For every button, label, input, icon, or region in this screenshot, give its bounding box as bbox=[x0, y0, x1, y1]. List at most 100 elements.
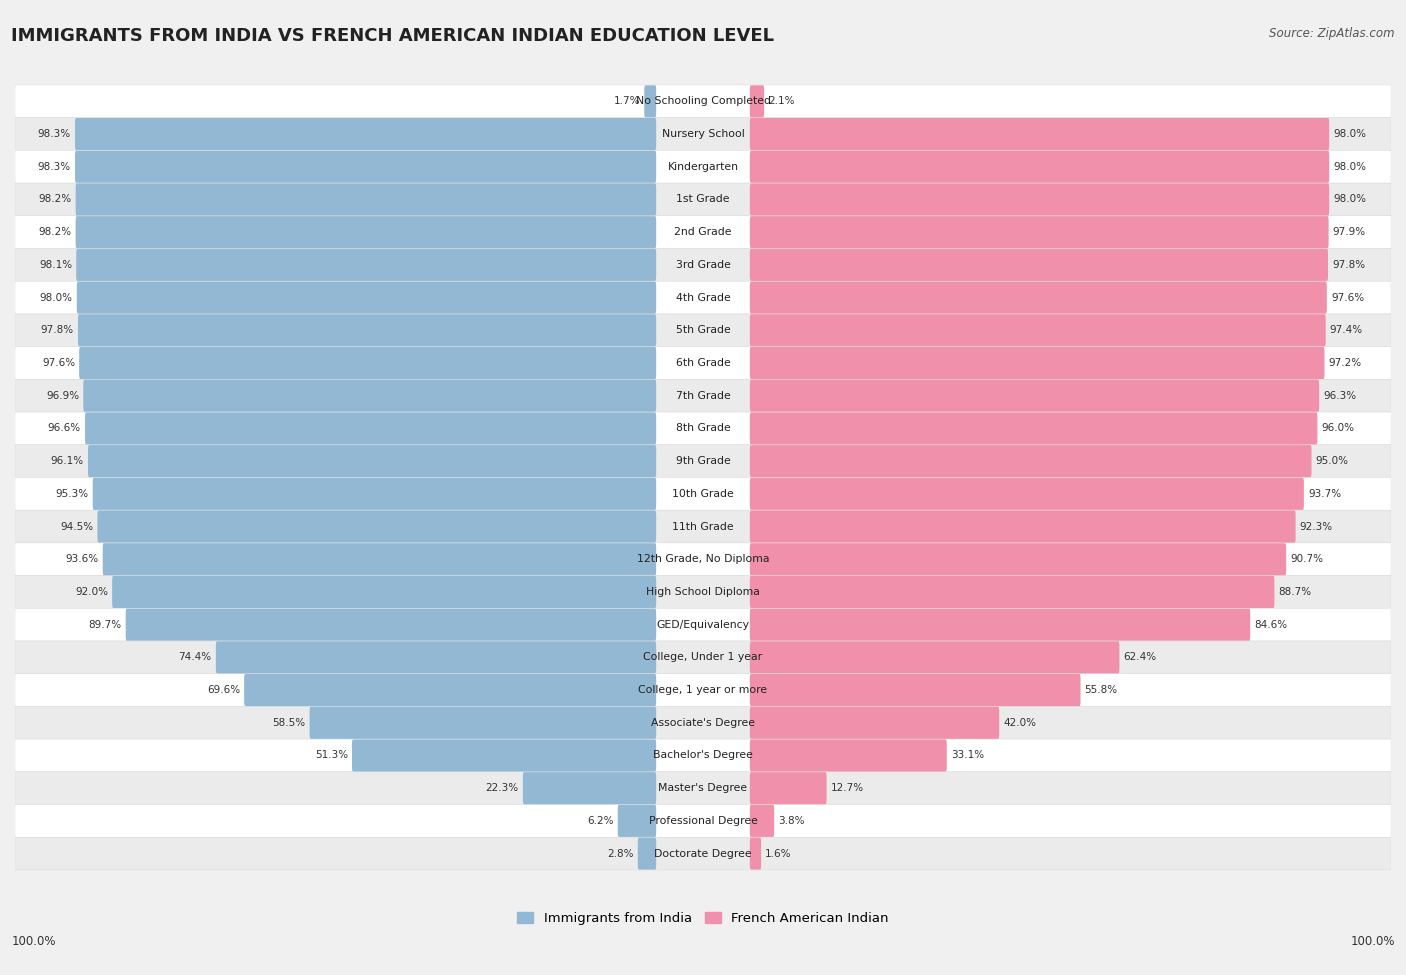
FancyBboxPatch shape bbox=[749, 151, 1329, 182]
FancyBboxPatch shape bbox=[15, 215, 1391, 249]
Text: 97.4%: 97.4% bbox=[1330, 326, 1362, 335]
FancyBboxPatch shape bbox=[749, 608, 1250, 641]
Text: 98.3%: 98.3% bbox=[38, 162, 70, 172]
FancyBboxPatch shape bbox=[749, 282, 1327, 314]
FancyBboxPatch shape bbox=[15, 379, 1391, 412]
Text: 95.3%: 95.3% bbox=[55, 488, 89, 499]
FancyBboxPatch shape bbox=[79, 347, 657, 379]
FancyBboxPatch shape bbox=[245, 674, 657, 706]
Text: 1st Grade: 1st Grade bbox=[676, 194, 730, 205]
Text: 88.7%: 88.7% bbox=[1278, 587, 1312, 597]
FancyBboxPatch shape bbox=[749, 511, 1295, 542]
Text: 98.0%: 98.0% bbox=[1333, 129, 1367, 139]
Text: 74.4%: 74.4% bbox=[179, 652, 212, 662]
Text: 12th Grade, No Diploma: 12th Grade, No Diploma bbox=[637, 554, 769, 565]
Text: 98.3%: 98.3% bbox=[38, 129, 70, 139]
FancyBboxPatch shape bbox=[749, 543, 1286, 575]
Text: 22.3%: 22.3% bbox=[485, 783, 519, 794]
FancyBboxPatch shape bbox=[76, 183, 657, 215]
FancyBboxPatch shape bbox=[309, 707, 657, 739]
Text: 1.6%: 1.6% bbox=[765, 848, 792, 859]
FancyBboxPatch shape bbox=[77, 282, 657, 314]
FancyBboxPatch shape bbox=[103, 543, 657, 575]
FancyBboxPatch shape bbox=[15, 314, 1391, 347]
FancyBboxPatch shape bbox=[749, 118, 1329, 150]
Text: 93.7%: 93.7% bbox=[1308, 488, 1341, 499]
FancyBboxPatch shape bbox=[749, 347, 1324, 379]
Text: 96.9%: 96.9% bbox=[46, 391, 79, 401]
FancyBboxPatch shape bbox=[638, 838, 657, 870]
FancyBboxPatch shape bbox=[749, 183, 1329, 215]
FancyBboxPatch shape bbox=[749, 838, 761, 870]
Text: 3.8%: 3.8% bbox=[779, 816, 804, 826]
FancyBboxPatch shape bbox=[112, 576, 657, 608]
FancyBboxPatch shape bbox=[15, 739, 1391, 772]
Text: 96.3%: 96.3% bbox=[1323, 391, 1357, 401]
FancyBboxPatch shape bbox=[15, 150, 1391, 183]
Text: 6th Grade: 6th Grade bbox=[676, 358, 730, 368]
Text: 8th Grade: 8th Grade bbox=[676, 423, 730, 434]
Text: Professional Degree: Professional Degree bbox=[648, 816, 758, 826]
Text: 97.9%: 97.9% bbox=[1333, 227, 1365, 237]
Text: 51.3%: 51.3% bbox=[315, 751, 347, 760]
FancyBboxPatch shape bbox=[749, 674, 1081, 706]
Text: IMMIGRANTS FROM INDIA VS FRENCH AMERICAN INDIAN EDUCATION LEVEL: IMMIGRANTS FROM INDIA VS FRENCH AMERICAN… bbox=[11, 27, 775, 45]
Text: Source: ZipAtlas.com: Source: ZipAtlas.com bbox=[1270, 27, 1395, 40]
FancyBboxPatch shape bbox=[15, 478, 1391, 510]
FancyBboxPatch shape bbox=[523, 772, 657, 804]
Text: 2nd Grade: 2nd Grade bbox=[675, 227, 731, 237]
Text: 97.2%: 97.2% bbox=[1329, 358, 1362, 368]
FancyBboxPatch shape bbox=[89, 445, 657, 477]
FancyBboxPatch shape bbox=[15, 674, 1391, 707]
Text: 97.6%: 97.6% bbox=[1331, 292, 1364, 302]
FancyBboxPatch shape bbox=[749, 314, 1326, 346]
Text: 96.1%: 96.1% bbox=[51, 456, 84, 466]
Text: 4th Grade: 4th Grade bbox=[676, 292, 730, 302]
Text: 97.8%: 97.8% bbox=[1331, 260, 1365, 270]
FancyBboxPatch shape bbox=[15, 445, 1391, 478]
FancyBboxPatch shape bbox=[644, 85, 657, 117]
FancyBboxPatch shape bbox=[617, 805, 657, 837]
FancyBboxPatch shape bbox=[15, 85, 1391, 118]
Text: 33.1%: 33.1% bbox=[950, 751, 984, 760]
Text: 98.1%: 98.1% bbox=[39, 260, 72, 270]
FancyBboxPatch shape bbox=[749, 707, 1000, 739]
FancyBboxPatch shape bbox=[15, 838, 1391, 870]
FancyBboxPatch shape bbox=[749, 379, 1319, 411]
Text: 55.8%: 55.8% bbox=[1084, 685, 1118, 695]
Text: 98.2%: 98.2% bbox=[38, 194, 72, 205]
FancyBboxPatch shape bbox=[749, 216, 1329, 249]
FancyBboxPatch shape bbox=[749, 772, 827, 804]
Text: 2.8%: 2.8% bbox=[607, 848, 634, 859]
Text: GED/Equivalency: GED/Equivalency bbox=[657, 620, 749, 630]
Text: 94.5%: 94.5% bbox=[60, 522, 93, 531]
FancyBboxPatch shape bbox=[217, 642, 657, 674]
Text: 1.7%: 1.7% bbox=[613, 97, 640, 106]
FancyBboxPatch shape bbox=[749, 249, 1329, 281]
FancyBboxPatch shape bbox=[15, 804, 1391, 838]
Text: 89.7%: 89.7% bbox=[89, 620, 121, 630]
Text: 62.4%: 62.4% bbox=[1123, 652, 1157, 662]
FancyBboxPatch shape bbox=[76, 216, 657, 249]
FancyBboxPatch shape bbox=[84, 412, 657, 445]
Text: 92.3%: 92.3% bbox=[1299, 522, 1333, 531]
FancyBboxPatch shape bbox=[15, 347, 1391, 379]
FancyBboxPatch shape bbox=[15, 707, 1391, 739]
FancyBboxPatch shape bbox=[15, 772, 1391, 804]
Text: Bachelor's Degree: Bachelor's Degree bbox=[652, 751, 754, 760]
Text: 2.1%: 2.1% bbox=[768, 97, 794, 106]
Text: Associate's Degree: Associate's Degree bbox=[651, 718, 755, 727]
Text: Doctorate Degree: Doctorate Degree bbox=[654, 848, 752, 859]
FancyBboxPatch shape bbox=[15, 249, 1391, 281]
Legend: Immigrants from India, French American Indian: Immigrants from India, French American I… bbox=[517, 912, 889, 924]
Text: 92.0%: 92.0% bbox=[75, 587, 108, 597]
Text: 97.8%: 97.8% bbox=[41, 326, 75, 335]
Text: 69.6%: 69.6% bbox=[207, 685, 240, 695]
Text: 95.0%: 95.0% bbox=[1316, 456, 1348, 466]
FancyBboxPatch shape bbox=[749, 85, 763, 117]
FancyBboxPatch shape bbox=[749, 576, 1274, 608]
FancyBboxPatch shape bbox=[75, 151, 657, 182]
FancyBboxPatch shape bbox=[125, 608, 657, 641]
Text: College, Under 1 year: College, Under 1 year bbox=[644, 652, 762, 662]
Text: 98.2%: 98.2% bbox=[38, 227, 72, 237]
